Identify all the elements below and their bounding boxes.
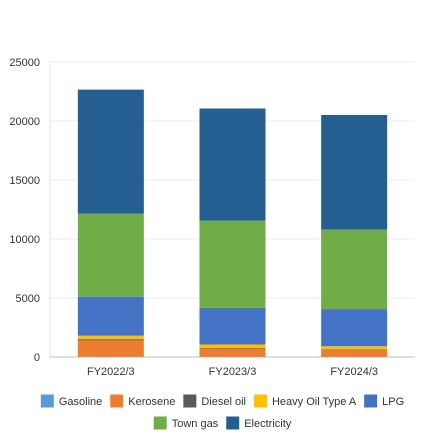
bar-segment-electricity: [199, 108, 266, 221]
x-tick-label: FY2024/3: [330, 366, 378, 378]
legend-label: Town gas: [172, 418, 219, 430]
bars: [77, 89, 388, 357]
bar-segment-electricity: [321, 114, 388, 230]
legend-item-lpg[interactable]: LPG: [364, 394, 404, 409]
y-tick-label: 15000: [9, 175, 40, 187]
legend: Gasoline Kerosene Diesel oil Heavy Oil Type…: [40, 394, 404, 431]
bar-segment-kerosene: [321, 349, 388, 357]
bar-stack: [199, 108, 266, 357]
legend-item-kerosene[interactable]: Kerosene: [110, 394, 175, 409]
bar-segment-heavy-oil-type-a: [321, 346, 388, 350]
legend-label: Kerosene: [128, 396, 175, 408]
legend-swatch: [153, 416, 167, 430]
legend-swatch: [364, 394, 378, 408]
y-tick-label: 5000: [16, 293, 40, 305]
legend-item-electricity[interactable]: Electricity: [226, 416, 292, 431]
legend-swatch: [110, 394, 124, 408]
bar-segment-lpg: [321, 309, 388, 347]
legend-label: Diesel oil: [201, 396, 246, 408]
bar-segment-kerosene: [199, 348, 266, 357]
legend-item-heavy-oil-type-a[interactable]: Heavy Oil Type A: [253, 394, 357, 409]
y-tick-label: 10000: [9, 234, 40, 246]
bar-stack: [77, 89, 144, 357]
legend-label: Heavy Oil Type A: [272, 396, 357, 408]
legend-item-town-gas[interactable]: Town gas: [153, 416, 219, 431]
y-tick-label: 20000: [9, 116, 40, 128]
x-tick-label: FY2023/3: [209, 366, 257, 378]
bar-segment-kerosene: [77, 340, 144, 357]
bar-segment-town-gas: [77, 213, 144, 297]
bar-segment-town-gas: [199, 220, 266, 308]
bar-segment-electricity: [77, 89, 144, 214]
bar-stack: [321, 114, 388, 357]
bar-segment-heavy-oil-type-a: [77, 335, 144, 340]
axes: 0 5000 10000 15000 20000 25000 FY2022/3 FY2023/…: [9, 57, 415, 378]
bar-segment-town-gas: [321, 229, 388, 310]
bar-segment-diesel-oil: [321, 349, 388, 350]
legend-label: Gasoline: [59, 396, 102, 408]
bar-segment-lpg: [77, 296, 144, 336]
bar-segment-diesel-oil: [199, 348, 266, 349]
legend-swatch: [183, 394, 197, 408]
y-tick-label: 25000: [9, 57, 40, 69]
bar-segment-lpg: [199, 307, 266, 345]
legend-swatch: [253, 394, 267, 408]
bar-segment-heavy-oil-type-a: [199, 344, 266, 349]
y-tick-label: 0: [34, 352, 40, 364]
legend-item-gasoline[interactable]: Gasoline: [40, 394, 102, 409]
bar-segment-diesel-oil: [77, 339, 144, 341]
legend-label: LPG: [382, 396, 404, 408]
legend-label: Electricity: [244, 418, 292, 430]
legend-swatch: [40, 394, 54, 408]
legend-swatch: [226, 416, 240, 430]
x-tick-label: FY2022/3: [87, 366, 135, 378]
legend-item-diesel-oil[interactable]: Diesel oil: [183, 394, 246, 409]
